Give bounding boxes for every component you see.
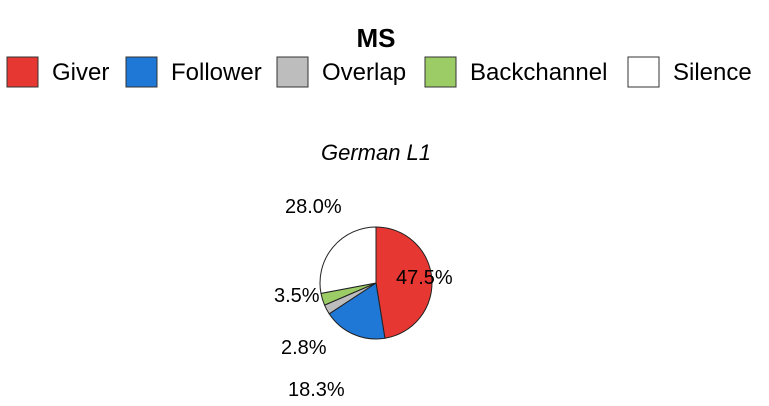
- pie-label-silence: 28.0%: [285, 196, 342, 218]
- legend-swatch-silence: [627, 56, 660, 88]
- legend-label-overlap: Overlap: [322, 59, 406, 86]
- legend-label-silence: Silence: [673, 59, 752, 86]
- pie-label-giver: 47.5%: [396, 267, 453, 289]
- legend-item-giver: Giver: [6, 56, 109, 88]
- pie-labels: 47.5% 18.3% 2.8% 3.5% 28.0%: [274, 196, 453, 401]
- pie-label-overlap: 2.8%: [281, 337, 327, 359]
- legend-label-follower: Follower: [171, 59, 262, 86]
- legend: Giver Follower Overlap Backchannel Silence: [6, 56, 752, 88]
- legend-swatch-follower: [125, 56, 158, 88]
- legend-label-giver: Giver: [52, 59, 109, 86]
- pie-slices: [319, 226, 433, 340]
- legend-swatch-backchannel: [424, 56, 457, 88]
- legend-label-backchannel: Backchannel: [470, 59, 607, 86]
- legend-swatch-overlap: [276, 56, 309, 88]
- pie-label-follower: 18.3%: [288, 379, 345, 401]
- legend-item-overlap: Overlap: [276, 56, 406, 88]
- legend-item-backchannel: Backchannel: [424, 56, 607, 88]
- chart-title: MS: [357, 23, 396, 53]
- pie-label-backchannel: 3.5%: [274, 285, 320, 307]
- chart-subtitle: German L1: [321, 140, 431, 165]
- pie-slice-follower: [328, 282, 386, 340]
- pie-slice-silence: [319, 226, 377, 294]
- legend-swatch-giver: [6, 56, 39, 88]
- legend-item-silence: Silence: [627, 56, 752, 88]
- legend-item-follower: Follower: [125, 56, 262, 88]
- pie-slice-giver: [375, 226, 433, 339]
